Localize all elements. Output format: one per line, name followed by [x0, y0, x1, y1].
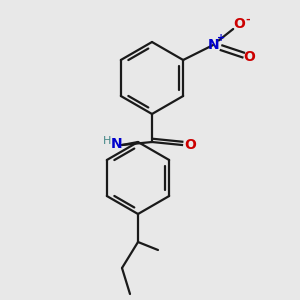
- Text: H: H: [103, 136, 112, 146]
- Text: -: -: [245, 14, 250, 25]
- Text: +: +: [217, 33, 225, 43]
- Text: O: O: [243, 50, 255, 64]
- Text: N: N: [111, 137, 122, 152]
- Text: O: O: [184, 138, 196, 152]
- Text: N: N: [207, 38, 219, 52]
- Text: O: O: [233, 17, 245, 31]
